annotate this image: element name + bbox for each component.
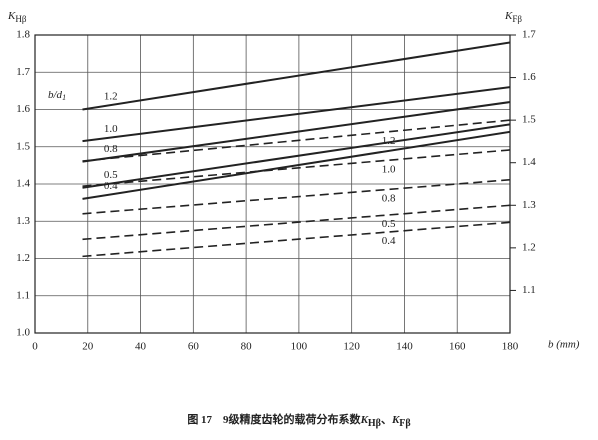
x-tick-label: 180 (502, 341, 519, 353)
separator: 、 (381, 414, 392, 426)
annotation-text: b/d (48, 89, 63, 101)
series-line (82, 101, 511, 163)
subscript: 1 (62, 93, 66, 102)
y-tick-label: 1.1 (16, 289, 30, 301)
caption-text: 图 17 9级精度齿轮的载荷分布系数 (187, 412, 361, 426)
series-label: 0.8 (382, 192, 396, 204)
plot-frame (34, 34, 511, 334)
subscript: Hβ (368, 418, 381, 429)
y2-tick-label: 1.3 (522, 199, 536, 211)
x-tick-label: 60 (188, 341, 200, 353)
series-label: 0.4 (104, 180, 118, 192)
x-tick-label: 120 (343, 341, 360, 353)
y-tick-label: 1.7 (16, 66, 30, 78)
symbol: K (504, 10, 513, 22)
subscript: Fβ (399, 418, 410, 429)
x-axis-title: b (mm) (548, 339, 580, 351)
x-tick-label: 80 (241, 341, 253, 353)
y2-tick-label: 1.5 (522, 114, 536, 126)
y-tick-label: 1.2 (16, 252, 30, 264)
series-label: 0.8 (104, 143, 118, 155)
series-label: 1.0 (382, 163, 396, 175)
symbol: K (7, 10, 16, 22)
y2-tick-label: 1.1 (522, 284, 536, 296)
y-tick-label: 1.0 (16, 327, 30, 339)
x-tick-label: 100 (291, 341, 308, 353)
subscript: Fβ (512, 14, 522, 24)
series-label: 0.5 (382, 218, 396, 230)
y-tick-label: 1.3 (16, 215, 30, 227)
series-line (82, 130, 511, 200)
series-label: 1.0 (104, 123, 118, 135)
y2-tick-label: 1.6 (522, 71, 536, 83)
series-line (82, 221, 511, 258)
y2-axis-title: KFβ (504, 10, 522, 25)
series-label: 0.4 (382, 235, 396, 247)
series-line (82, 123, 511, 189)
series-line (82, 178, 511, 215)
y2-tick-label: 1.7 (522, 29, 536, 41)
series-label: 0.5 (104, 169, 118, 181)
x-tick-label: 140 (396, 341, 413, 353)
series-line (82, 204, 511, 241)
series-line (82, 119, 511, 162)
y-tick-label: 1.6 (16, 103, 30, 115)
x-tick-label: 20 (82, 341, 94, 353)
series-label: 1.2 (382, 135, 396, 147)
annotation: b/d1 (48, 89, 66, 102)
symbol: K (391, 414, 400, 426)
subscript: Hβ (15, 14, 26, 24)
caption: 图 17 9级精度齿轮的载荷分布系数KHβ、KFβ (187, 412, 410, 430)
y2-tick-label: 1.2 (522, 241, 536, 253)
y-tick-label: 1.5 (16, 140, 30, 152)
series-line (82, 41, 511, 111)
x-tick-label: 160 (449, 341, 466, 353)
y2-tick-label: 1.4 (522, 156, 536, 168)
series-line (82, 149, 511, 187)
y-tick-label: 1.4 (16, 178, 30, 190)
symbol: K (360, 414, 369, 426)
series-line (82, 86, 511, 143)
x-tick-label: 0 (32, 341, 38, 353)
x-tick-label: 40 (135, 341, 147, 353)
y-tick-label: 1.8 (16, 29, 30, 41)
series-label: 1.2 (104, 91, 118, 103)
y-axis-title: KHβ (7, 10, 27, 25)
